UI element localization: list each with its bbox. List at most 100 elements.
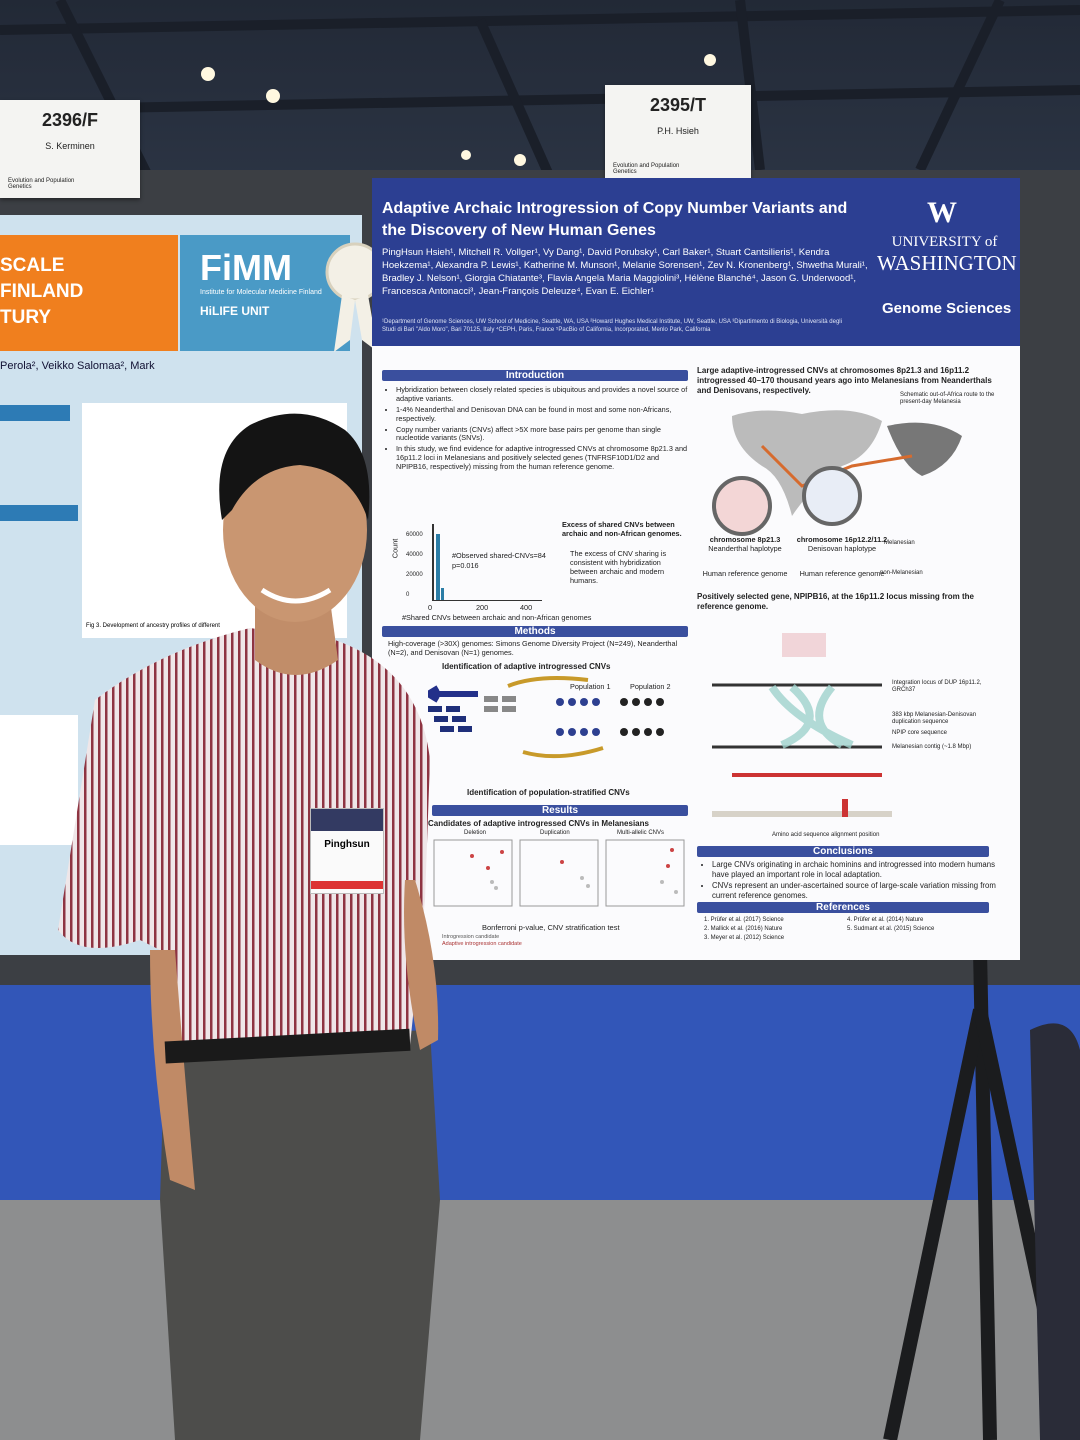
highlight: Large adaptive-introgressed CNVs at chro… — [697, 366, 992, 395]
reference: 1. Prüfer et al. (2017) Science — [704, 917, 784, 923]
hist-axis — [432, 600, 542, 601]
gene-legend: NPIP core sequence — [892, 730, 947, 736]
hist-ytick: 60000 — [406, 532, 423, 538]
hair — [219, 413, 370, 520]
chromosome-name: chromosome 8p21.3 — [709, 535, 781, 544]
hist-bar — [441, 588, 444, 600]
hand — [404, 880, 439, 1050]
banner-line: TURY — [0, 307, 52, 328]
bullet: CNVs represent an under-ascertained sour… — [712, 881, 997, 900]
bullet: 1-4% Neanderthal and Denisovan DNA can b… — [396, 405, 688, 424]
population-label: Population 1 — [570, 682, 611, 691]
poster: Adaptive Archaic Introgression of Copy N… — [372, 178, 1020, 960]
lights — [201, 54, 716, 166]
histogram: Count 0 20000 40000 60000 #Observed shar… — [390, 514, 591, 624]
arm — [150, 950, 195, 1190]
ribbon — [325, 242, 385, 352]
gene-legend: Integration locus of DUP 16p11.2, GRCh37 — [892, 680, 982, 694]
logo-panel: FiMM Institute for Molecular Medicine Fi… — [180, 235, 350, 351]
poster-authors: PingHsun Hsieh¹, Mitchell R. Vollger¹, V… — [382, 247, 868, 297]
bullet: Large CNVs originating in archaic homini… — [712, 860, 997, 879]
gene-xlabel: Amino acid sequence alignment position — [772, 832, 880, 838]
logo-subtitle: Institute for Molecular Medicine Finland — [200, 289, 322, 296]
chromosome: chromosome 16p12.2/11.2 Denisovan haplot… — [782, 535, 902, 579]
section-heading: References — [697, 902, 989, 913]
gene-legend: 383 kbp Melanesian-Denisovan duplication… — [892, 712, 977, 726]
smile — [260, 587, 332, 604]
badge-ribbon — [311, 881, 383, 889]
hist-note: p=0.016 — [452, 561, 479, 570]
poster-title: Adaptive Archaic Introgression of Copy N… — [382, 200, 848, 239]
hist-xtick: 200 — [476, 603, 489, 612]
badge-name: Pinghsun — [324, 839, 370, 850]
uw-logo: W — [927, 196, 957, 229]
badge-header — [311, 809, 383, 831]
gene-heading: Positively selected gene, NPIPB16, at th… — [697, 592, 974, 611]
figure — [0, 715, 78, 845]
methods-text: High-coverage (>30X) genomes: Simons Gen… — [388, 639, 678, 657]
references: 1. Prüfer et al. (2017) Science 2. Malli… — [704, 916, 784, 943]
shared-text: The excess of CNV sharing is consistent … — [570, 549, 667, 585]
bullet: Hybridization between closely related sp… — [396, 385, 688, 404]
affiliations: ¹Department of Genome Sciences, UW Schoo… — [382, 319, 842, 333]
university: UNIVERSITY of WASHINGTON — [877, 234, 1017, 276]
hist-bar — [436, 534, 440, 600]
figure-title: Identification of adaptive introgressed … — [442, 662, 611, 671]
bullet: Copy number variants (CNVs) affect >5X m… — [396, 425, 688, 444]
banner: SCALE FINLAND TURY — [0, 235, 178, 351]
haplotype: Denisovan haplotype — [807, 543, 877, 553]
results-subheading: Candidates of adaptive introgressed CNVs… — [428, 819, 649, 828]
gene-legend: Melanesian contig (~1.8 Mbp) — [892, 744, 972, 750]
methods-diagram — [428, 676, 664, 759]
shirt — [58, 628, 430, 1060]
figure-title: Identification of population-stratified … — [467, 788, 630, 797]
reference: 5. Sudmant et al. (2015) Science — [847, 926, 935, 932]
results-plots — [433, 839, 685, 907]
population-label: Population 2 — [630, 682, 671, 691]
sign-number: 2395/T — [649, 95, 707, 115]
university-line: WASHINGTON — [877, 251, 1017, 275]
hist-ytick: 20000 — [406, 572, 423, 578]
figure-caption: Fig 3. Development of ancestry profiles … — [86, 623, 220, 629]
chromosome-name: chromosome 16p12.2/11.2 — [796, 535, 888, 544]
banner-line: FINLAND — [0, 281, 84, 302]
frequency-label: non-Melanesian — [880, 570, 923, 576]
face — [223, 438, 367, 622]
stand-legs — [883, 950, 1080, 1440]
sign-name: P.H. Hsieh — [657, 126, 699, 136]
sign-topic: Evolution and Population Genetics — [8, 178, 75, 190]
intro-list: Hybridization between closely related sp… — [386, 385, 688, 474]
pants — [160, 1030, 440, 1440]
hist-xlabel: #Shared CNVs between archaic and non-Afr… — [402, 613, 592, 622]
results-xlabel: Bonferroni p-value, CNV stratification t… — [482, 923, 620, 932]
authors: Perola², Veikko Salomaa², Mark — [0, 360, 155, 372]
hist-axis — [432, 524, 434, 600]
haplotype: Neanderthal haplotype — [708, 543, 782, 553]
results-column: Multi-allelic CNVs — [617, 830, 665, 836]
hist-xtick: 400 — [520, 603, 533, 612]
department: Genome Sciences — [882, 300, 1012, 317]
hist-xtick: 0 — [428, 603, 433, 612]
reference-genome: Human reference genome — [799, 568, 885, 578]
logo: FiMM — [200, 247, 292, 288]
references: 4. Prüfer et al. (2014) Nature 5. Sudman… — [847, 916, 934, 934]
map-note: Schematic out-of-Africa route to the pre… — [900, 392, 995, 406]
frequency-label: Melanesian — [884, 540, 915, 546]
university-line: UNIVERSITY of — [891, 234, 998, 250]
hist-ytick: 0 — [406, 592, 410, 598]
section-heading: Conclusions — [697, 846, 989, 857]
name-badge: Pinghsun — [310, 808, 384, 894]
conclusion-list: Large CNVs originating in archaic homini… — [702, 860, 997, 902]
sign-number: 2396/F — [41, 110, 99, 130]
reference: 2. Mallick et al. (2016) Nature — [704, 926, 783, 932]
reference-genome: Human reference genome — [702, 568, 788, 578]
reference: 3. Meyer et al. (2012) Science — [704, 935, 785, 941]
chair — [1030, 1023, 1080, 1440]
section-heading: Results — [432, 805, 688, 816]
results-legend: Introgression candidate — [442, 934, 500, 940]
title-bar: Adaptive Archaic Introgression of Copy N… — [372, 178, 1020, 346]
section-bar — [0, 505, 78, 521]
section-heading: Methods — [382, 626, 688, 637]
